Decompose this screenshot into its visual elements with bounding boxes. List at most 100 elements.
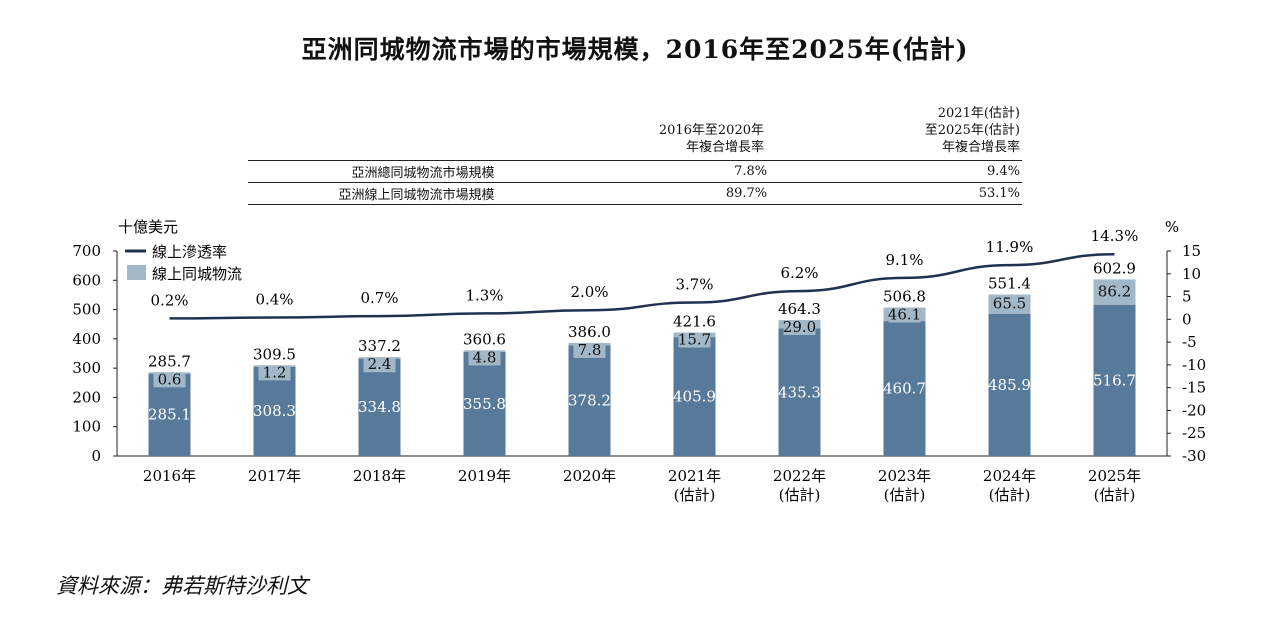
bar-online-label: 15.7 [678,331,711,349]
cagr-col2-header-line: 年複合增長率 [941,140,1020,155]
bar-total-label: 421.6 [673,313,716,331]
bar-online-label: 65.5 [993,295,1026,313]
cagr-col2-header-line: 2021年(估計) [937,106,1020,121]
bar-total-label: 506.8 [883,288,926,306]
legend-online-swatch [127,265,146,280]
x-tick-label: 2018年 [353,467,406,485]
x-tick-label: 2017年 [248,467,301,485]
y-tick-label: 200 [72,388,101,406]
bar-online-label-box [153,372,186,388]
bar-total-label: 386.0 [568,323,611,341]
cagr-value: 53.1% [767,182,1022,205]
bar-offline-label: 334.8 [358,398,401,416]
cagr-col2-header: 2021年(估計) 至2025年(估計) 年複合增長率 [768,105,1020,156]
bar-offline [673,337,716,456]
bar-online-label: 1.2 [263,363,287,381]
bar-offline [463,351,506,456]
table-row: 亞洲總同城物流市場規模 7.8% 9.4% [248,160,1022,183]
y2-tick-label: -30 [1182,447,1206,465]
bar-online-label: 4.8 [473,348,497,366]
penetration-label: 9.1% [885,251,923,269]
y-unit-label: 十億美元 [118,218,178,236]
y-tick-label: 400 [72,330,101,348]
bar-online-label-box [1098,284,1131,300]
bar-online-label-box [993,296,1026,312]
y2-tick-label: 10 [1182,265,1201,283]
y2-tick-label: 0 [1182,310,1192,328]
bar-offline [358,357,401,456]
bar-offline-label: 285.1 [148,405,191,423]
table-row: 亞洲線上同城物流市場規模 89.7% 53.1% [248,182,1022,205]
market-size-chart: 十億美元 % 0 100 200 300 400 500 600 700 15 10 5 0 -5 -10 -1… [72,218,1206,504]
penetration-label: 0.2% [150,291,188,309]
y-tick-label: 300 [72,359,101,377]
bar-online-label-box [783,320,816,336]
x-tick-label: (估計) [1094,486,1136,504]
legend-online-label: 線上同城物流 [152,265,242,283]
bar-total-label: 464.3 [778,300,821,318]
y2-tick-label: 5 [1182,288,1192,306]
x-tick-label: 2016年 [143,467,196,485]
bar-offline [778,328,821,456]
bar-total-label: 551.4 [988,275,1031,293]
bar-online-label-box [363,357,396,373]
x-tick-label: 2022年 [773,467,826,485]
cagr-col1-header-line: 2016年至2020年 [658,123,764,138]
penetration-label: 11.9% [986,238,1034,256]
bar-offline-label: 405.9 [673,388,716,406]
x-tick-label: 2019年 [458,467,511,485]
x-tick-label: (估計) [884,486,926,504]
bar-offline [883,321,926,456]
bar-offline-label: 355.8 [463,395,506,413]
bar-online-label-box [468,350,501,366]
y-tick-label: 700 [72,242,101,260]
y-tick-label: 500 [72,301,101,319]
source-note: 資料來源：弗若斯特沙利文 [56,574,308,598]
cagr-value: 9.4% [767,160,1022,183]
y-tick-label: 100 [72,418,101,436]
x-tick-label: (估計) [779,486,821,504]
row-label: 亞洲線上同城物流市場規模 [248,182,505,205]
bar-total-label: 602.9 [1093,259,1136,277]
x-tick-label: 2020年 [563,467,616,485]
legend-line-label: 線上滲透率 [152,243,227,261]
x-tick-label: 2025年 [1088,467,1141,485]
y-tick-label: 0 [91,447,101,465]
x-tick-label: 2023年 [878,467,931,485]
y-tick-label: 600 [72,271,101,289]
bar-offline-label: 460.7 [883,380,926,398]
bar-offline [568,345,611,456]
y2-tick-label: -10 [1182,356,1206,374]
y2-tick-label: 15 [1182,242,1201,260]
bar-offline [253,365,296,456]
penetration-label: 1.3% [465,286,503,304]
penetration-label: 0.4% [255,291,293,309]
row-label: 亞洲總同城物流市場規模 [248,160,505,183]
cagr-value: 7.8% [504,160,768,183]
bar-online-label: 0.6 [158,370,182,388]
bar-online-label: 86.2 [1098,283,1131,301]
cagr-rows: 亞洲總同城物流市場規模 7.8% 9.4% 亞洲線上同城物流市場規模 89.7%… [248,160,1022,205]
bar-offline-label: 516.7 [1093,371,1136,389]
bar-online-label-box [888,307,921,323]
y2-tick-label: -25 [1182,424,1206,442]
bar-total-label: 309.5 [253,345,296,363]
penetration-label: 3.7% [675,275,713,293]
bar-online-label-box [258,365,291,381]
y2-tick-label: -20 [1182,401,1206,419]
cagr-col2-header-line: 至2025年(估計) [924,123,1020,138]
bar-offline [1093,304,1136,456]
cagr-col1-header-line: 年複合增長率 [685,140,764,155]
y2-tick-label: -15 [1182,379,1206,397]
bar-online-label: 2.4 [368,355,392,373]
penetration-label: 14.3% [1091,227,1139,245]
bar-offline [988,313,1031,456]
bar-offline-label: 378.2 [568,392,611,410]
penetration-label: 0.7% [360,289,398,307]
bar-offline-label: 485.9 [988,376,1031,394]
x-tick-label: (估計) [989,486,1031,504]
penetration-label: 2.0% [570,283,608,301]
y2-unit-label: % [1165,218,1179,236]
bar-online-label: 29.0 [783,318,816,336]
bar-total-label: 360.6 [463,330,506,348]
